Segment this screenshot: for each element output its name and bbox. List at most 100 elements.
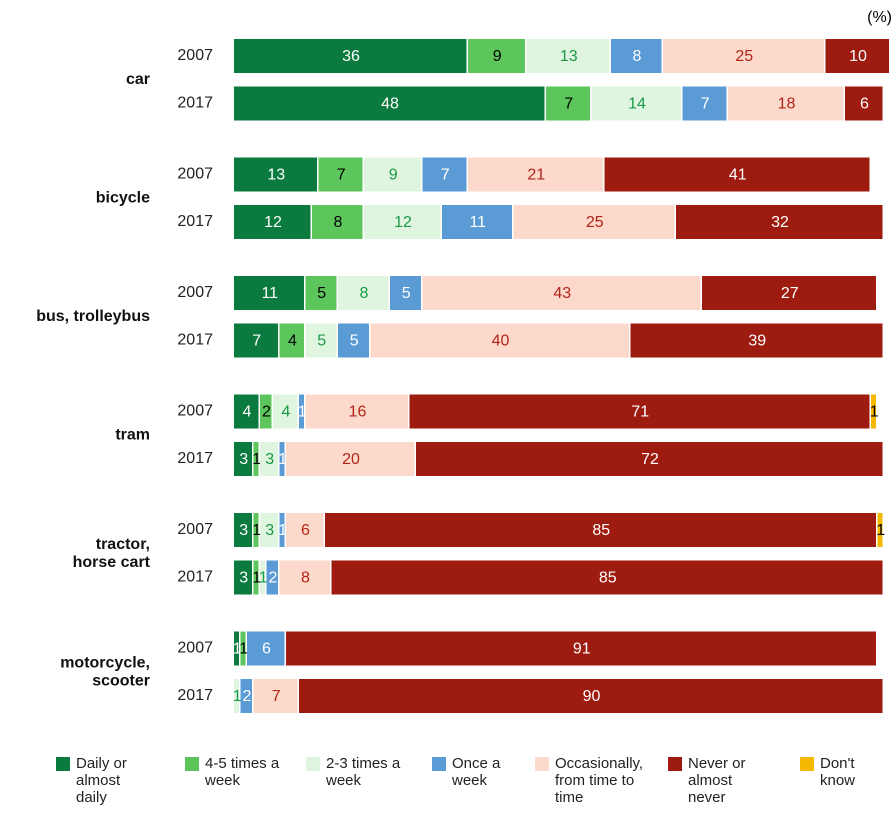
bar-label: 91 xyxy=(573,641,591,658)
year-label: 2007 xyxy=(177,166,213,183)
bar-label: 1 xyxy=(870,404,879,421)
legend-label: Once a week xyxy=(452,755,501,789)
bar-label: 12 xyxy=(264,214,282,231)
bar-label: 27 xyxy=(781,285,799,302)
bar-label: 3 xyxy=(265,522,274,539)
bar-label: 25 xyxy=(586,214,604,231)
bar-segment xyxy=(299,394,304,429)
bar-label: 9 xyxy=(493,48,502,65)
bar-segment xyxy=(234,86,545,121)
group-label-line: tractor, xyxy=(96,536,150,553)
bar-segment xyxy=(442,205,512,239)
unit-label: (%) xyxy=(867,9,892,26)
bar-segment xyxy=(299,679,883,713)
group-label-line: bus, trolleybus xyxy=(36,308,150,325)
year-label: 2007 xyxy=(177,284,213,301)
group-label: bus, trolleybus xyxy=(36,308,150,325)
bar-label: 4 xyxy=(282,404,291,421)
group-label-line: motorcycle, xyxy=(60,654,150,671)
bar-label: 36 xyxy=(342,48,360,65)
bar-label: 1 xyxy=(252,522,261,539)
bar-segment xyxy=(234,157,317,192)
bar-label: 13 xyxy=(560,48,578,65)
bar-label: 3 xyxy=(239,570,248,587)
legend-item: 2-3 times a week xyxy=(306,755,408,789)
legend-item: Never or almost never xyxy=(668,755,758,806)
bar-segment xyxy=(253,442,259,476)
bar-segment xyxy=(825,39,889,73)
bar-segment xyxy=(234,205,311,239)
bar-segment xyxy=(409,394,870,429)
bar-label: 1 xyxy=(259,570,268,587)
legend-item: Don't know xyxy=(800,755,880,789)
bar-segment xyxy=(682,86,727,121)
bar-label: 8 xyxy=(633,48,642,65)
bar-segment xyxy=(630,323,883,358)
bar-label: 8 xyxy=(360,285,369,302)
bar-segment xyxy=(234,513,252,547)
bar-segment xyxy=(234,679,239,713)
bar-label: 1 xyxy=(239,641,248,658)
bar-label: 4 xyxy=(243,404,252,421)
year-label: 2007 xyxy=(177,403,213,420)
bar-label: 12 xyxy=(394,214,412,231)
bar-segment xyxy=(325,513,876,547)
bar-segment xyxy=(422,276,701,310)
legend-item: Daily or almost daily xyxy=(56,755,148,806)
bar-segment xyxy=(279,442,285,476)
bar-label: 14 xyxy=(628,96,646,113)
bar-label: 1 xyxy=(298,404,307,421)
bar-label: 2 xyxy=(262,404,271,421)
bar-segment xyxy=(279,323,304,358)
year-label: 2017 xyxy=(177,450,213,467)
bar-label: 13 xyxy=(267,167,285,184)
bar-label: 5 xyxy=(350,333,359,350)
bar-segment xyxy=(468,39,525,73)
bar-segment xyxy=(676,205,883,239)
bar-label: 41 xyxy=(729,167,747,184)
bar-segment xyxy=(266,560,278,595)
group-label: tram xyxy=(115,426,150,443)
bar-segment xyxy=(370,323,629,358)
bar-label: 2 xyxy=(243,688,252,705)
bar-label: 72 xyxy=(641,451,659,468)
bar-label: 1 xyxy=(278,451,287,468)
bar-label: 6 xyxy=(860,96,869,113)
legend-label: Occasionally, from time to time xyxy=(555,755,644,806)
legend-item: Once a week xyxy=(432,755,524,789)
legend-item: Occasionally, from time to time xyxy=(535,755,651,806)
bar-segment xyxy=(240,679,252,713)
bar-label: 3 xyxy=(239,451,248,468)
legend-swatch xyxy=(668,757,682,771)
bar-label: 16 xyxy=(349,404,367,421)
bar-segment xyxy=(728,86,844,121)
bar-label: 1 xyxy=(252,570,261,587)
bar-label: 39 xyxy=(748,333,766,350)
bar-label: 1 xyxy=(233,641,242,658)
bar-label: 5 xyxy=(317,333,326,350)
bar-segment xyxy=(234,323,278,358)
bar-segment xyxy=(318,157,363,192)
bar-label: 1 xyxy=(876,522,885,539)
bar-label: 3 xyxy=(239,522,248,539)
bar-segment xyxy=(273,394,298,429)
bar-segment xyxy=(591,86,681,121)
bar-segment xyxy=(422,157,467,192)
bar-segment xyxy=(253,560,259,595)
bar-label: 7 xyxy=(337,167,346,184)
bar-segment xyxy=(364,157,421,192)
bar-label: 5 xyxy=(402,285,411,302)
bar-label: 18 xyxy=(778,96,796,113)
bar-segment xyxy=(286,442,415,476)
group-label-line: car xyxy=(126,71,150,88)
legend-swatch xyxy=(56,757,70,771)
bar-segment xyxy=(247,631,285,666)
bar-segment xyxy=(234,442,252,476)
bar-segment xyxy=(338,323,369,358)
year-label: 2007 xyxy=(177,47,213,64)
bar-label: 25 xyxy=(735,48,753,65)
bar-segment xyxy=(513,205,675,239)
year-label: 2007 xyxy=(177,640,213,657)
bar-segment xyxy=(331,560,883,595)
legend-item: 4-5 times a week xyxy=(185,755,287,789)
